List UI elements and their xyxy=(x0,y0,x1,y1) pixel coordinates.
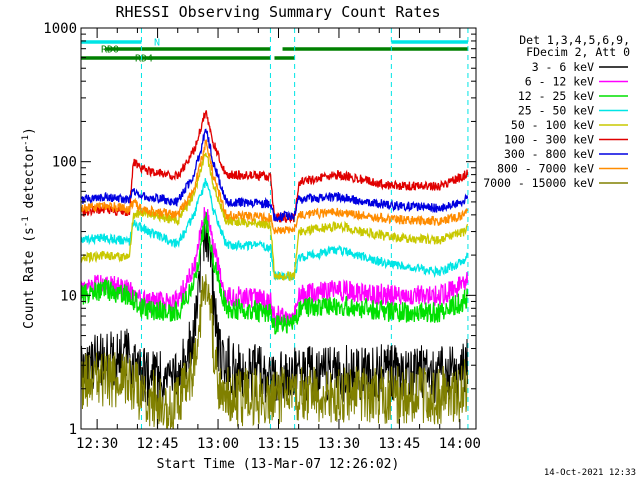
legend-label: 50 - 100 keV xyxy=(511,118,594,132)
legend-label: 6 - 12 keV xyxy=(525,75,594,89)
legend-label: 12 - 25 keV xyxy=(518,89,594,103)
chart-title: RHESSI Observing Summary Count Rates xyxy=(115,3,440,21)
flag-label-rd4: RD4 xyxy=(135,54,153,65)
legend-label: 800 - 7000 keV xyxy=(497,162,594,176)
generation-timestamp: 14-Oct-2021 12:33 xyxy=(544,468,636,478)
x-axis-label: Start Time (13-Mar-07 12:26:02) xyxy=(157,457,400,472)
x-tick-label: 13:15 xyxy=(257,436,299,452)
series-line xyxy=(81,212,469,335)
series-line xyxy=(81,152,469,282)
y-tick-label: 1000 xyxy=(43,21,77,37)
series-line xyxy=(81,128,469,222)
legend: Det 1,3,4,5,6,9, FDecim 2, Att 0 3 - 6 k… xyxy=(483,33,630,190)
x-tick-label: 12:30 xyxy=(76,436,118,452)
x-tick-label: 13:45 xyxy=(378,436,420,452)
series-layer xyxy=(81,110,469,429)
y-tick-label: 10 xyxy=(60,288,77,304)
y-axis-label: Count Rate (s-1 detector-1) xyxy=(21,127,37,329)
legend-label: 100 - 300 keV xyxy=(504,133,594,147)
legend-label: 7000 - 15000 keV xyxy=(483,176,594,190)
flag-label-n: N xyxy=(154,38,160,49)
y-tick-label: 1 xyxy=(69,422,77,438)
x-tick-label: 13:00 xyxy=(197,436,239,452)
legend-label: 25 - 50 keV xyxy=(518,104,594,118)
x-tick-label: 12:45 xyxy=(137,436,179,452)
series-line xyxy=(81,139,469,235)
flag-label-rd0: RD0 xyxy=(101,45,119,56)
x-axis-ticks: 12:30 12:45 13:00 13:15 13:30 13:45 14:00 xyxy=(76,28,481,452)
y-tick-label: 100 xyxy=(52,155,77,171)
flags-layer: N RD0 RD4 xyxy=(81,38,468,65)
x-tick-label: 14:00 xyxy=(439,436,481,452)
legend-label: 300 - 800 keV xyxy=(504,147,594,161)
legend-header-line-2: FDecim 2, Att 0 xyxy=(526,45,630,59)
series-line xyxy=(81,274,468,429)
legend-label: 3 - 6 keV xyxy=(532,60,594,74)
legend-header-line-1: Det 1,3,4,5,6,9, xyxy=(519,33,630,47)
y-axis-ticks: 1 10 100 1000 xyxy=(43,21,476,438)
x-tick-label: 13:30 xyxy=(318,436,360,452)
